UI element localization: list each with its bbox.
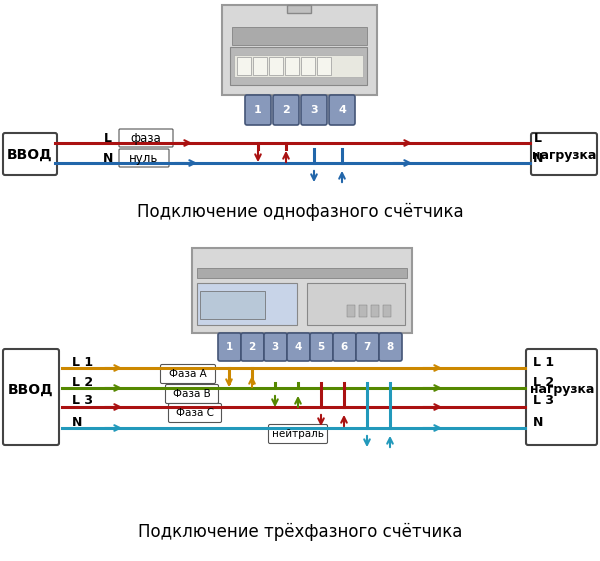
Text: L 1: L 1 xyxy=(533,356,554,369)
Text: Подключение трёхфазного счётчика: Подключение трёхфазного счётчика xyxy=(138,523,462,541)
Bar xyxy=(359,305,367,317)
FancyBboxPatch shape xyxy=(310,333,333,361)
Text: L 1: L 1 xyxy=(72,356,93,369)
FancyBboxPatch shape xyxy=(119,149,169,167)
FancyBboxPatch shape xyxy=(269,425,328,444)
Bar xyxy=(222,5,377,95)
Text: N: N xyxy=(72,416,82,429)
FancyBboxPatch shape xyxy=(161,365,215,384)
Text: 6: 6 xyxy=(340,342,347,352)
Text: 4: 4 xyxy=(295,342,302,352)
Text: L 2: L 2 xyxy=(533,375,554,389)
Bar xyxy=(301,57,315,75)
FancyBboxPatch shape xyxy=(119,129,173,147)
Bar xyxy=(197,268,407,278)
Text: 8: 8 xyxy=(386,342,394,352)
FancyBboxPatch shape xyxy=(264,333,287,361)
Text: 1: 1 xyxy=(254,105,262,115)
FancyBboxPatch shape xyxy=(3,133,57,175)
Bar xyxy=(307,283,405,325)
Text: нуль: нуль xyxy=(130,151,158,164)
Bar xyxy=(287,5,311,13)
Text: L: L xyxy=(104,131,112,145)
FancyBboxPatch shape xyxy=(379,333,402,361)
Text: нагрузка: нагрузка xyxy=(530,384,594,397)
Bar xyxy=(200,291,265,319)
Bar xyxy=(371,305,379,317)
Text: ВВОД: ВВОД xyxy=(8,383,54,397)
Text: N: N xyxy=(533,416,544,429)
Text: N: N xyxy=(103,151,113,164)
Bar xyxy=(232,27,367,45)
Text: 2: 2 xyxy=(248,342,256,352)
FancyBboxPatch shape xyxy=(241,333,264,361)
Text: ВВОД: ВВОД xyxy=(7,148,53,162)
Bar xyxy=(383,305,391,317)
FancyBboxPatch shape xyxy=(218,333,241,361)
FancyBboxPatch shape xyxy=(166,384,218,403)
Text: Фаза В: Фаза В xyxy=(173,389,211,399)
Text: 7: 7 xyxy=(364,342,371,352)
Bar xyxy=(234,55,363,77)
Text: нагрузка: нагрузка xyxy=(532,149,596,162)
Bar xyxy=(253,57,267,75)
Bar xyxy=(347,305,355,317)
Text: Подключение однофазного счётчика: Подключение однофазного счётчика xyxy=(137,203,463,221)
FancyBboxPatch shape xyxy=(273,95,299,125)
Text: L 3: L 3 xyxy=(72,394,93,407)
FancyBboxPatch shape xyxy=(329,95,355,125)
Bar xyxy=(237,57,251,75)
FancyBboxPatch shape xyxy=(169,403,221,422)
Text: Фаза С: Фаза С xyxy=(176,408,214,418)
FancyBboxPatch shape xyxy=(245,95,271,125)
Text: 1: 1 xyxy=(226,342,233,352)
FancyBboxPatch shape xyxy=(356,333,379,361)
Text: фаза: фаза xyxy=(131,131,161,145)
Text: Фаза А: Фаза А xyxy=(169,369,207,379)
Text: 3: 3 xyxy=(271,342,278,352)
Bar xyxy=(192,248,412,333)
Bar xyxy=(317,57,331,75)
Bar xyxy=(230,47,367,85)
Text: 4: 4 xyxy=(338,105,346,115)
Text: L: L xyxy=(534,131,542,145)
Text: 3: 3 xyxy=(310,105,318,115)
FancyBboxPatch shape xyxy=(287,333,310,361)
FancyBboxPatch shape xyxy=(526,349,597,445)
Bar xyxy=(197,283,297,325)
FancyBboxPatch shape xyxy=(531,133,597,175)
FancyBboxPatch shape xyxy=(3,349,59,445)
Text: 5: 5 xyxy=(317,342,325,352)
FancyBboxPatch shape xyxy=(333,333,356,361)
Text: N: N xyxy=(533,151,543,164)
Bar xyxy=(269,57,283,75)
Text: L 3: L 3 xyxy=(533,394,554,407)
Text: нейтраль: нейтраль xyxy=(272,429,324,439)
Text: 2: 2 xyxy=(282,105,290,115)
Bar xyxy=(285,57,299,75)
FancyBboxPatch shape xyxy=(301,95,327,125)
Text: L 2: L 2 xyxy=(72,375,93,389)
